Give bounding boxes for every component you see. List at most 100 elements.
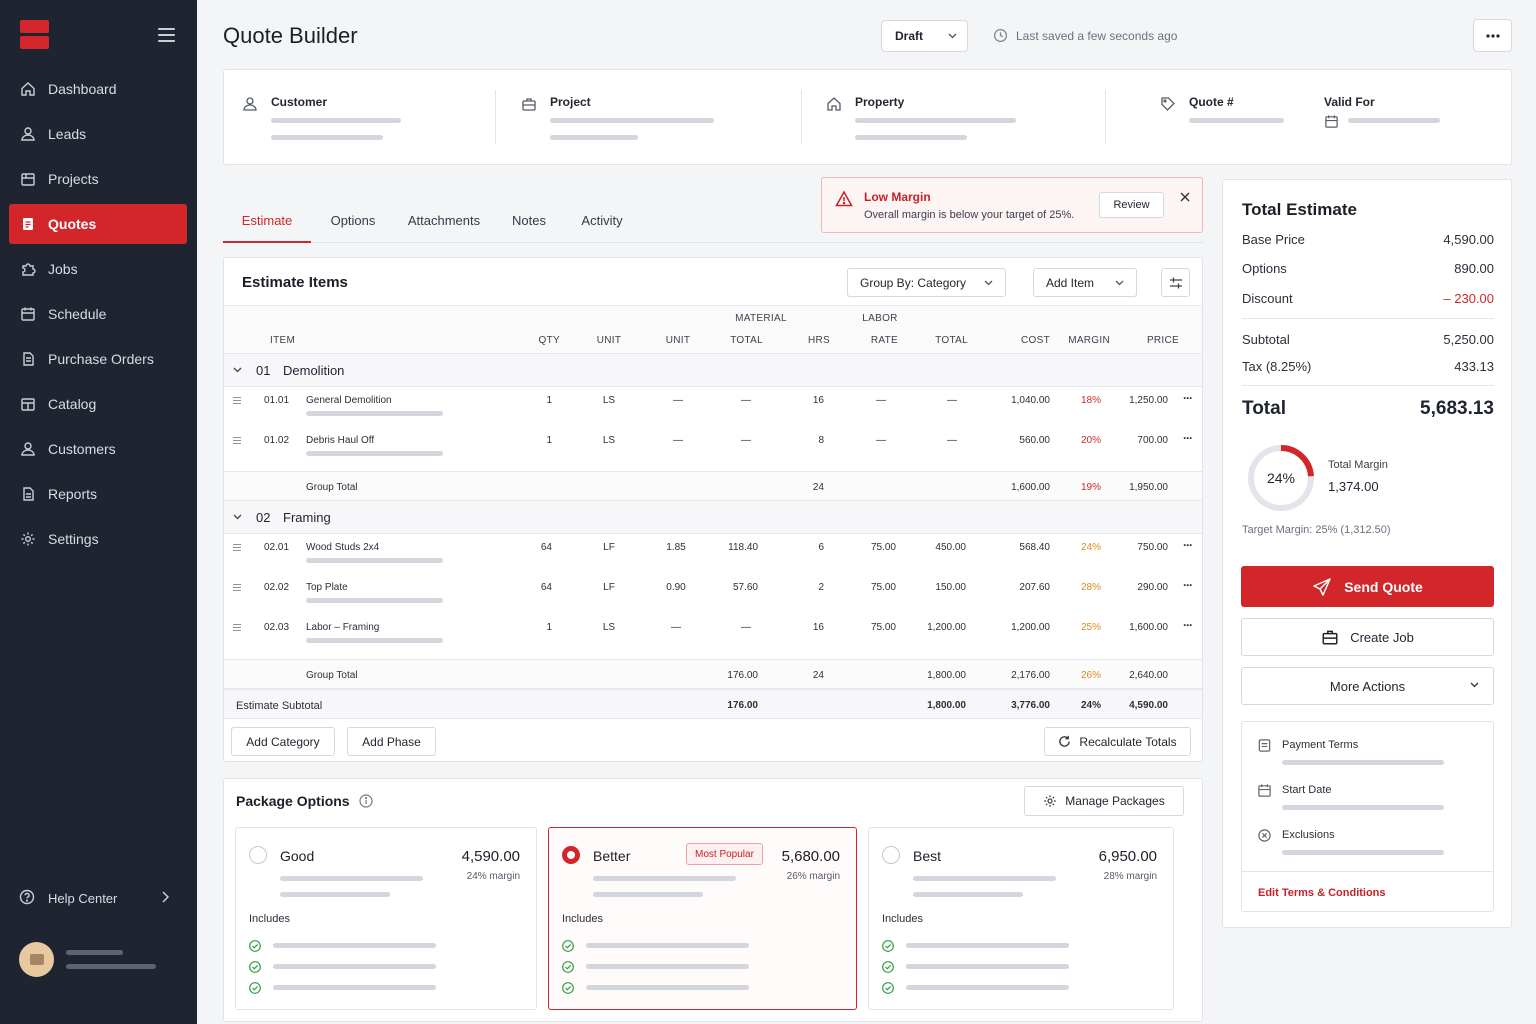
more-actions-button[interactable]: More Actions [1241, 667, 1494, 705]
item-margin: 18% [1080, 395, 1101, 406]
total-value: 5,683.13 [1420, 398, 1494, 419]
review-button[interactable]: Review [1099, 192, 1164, 218]
package-better[interactable]: Better Most Popular 5,680.00 26% margin … [548, 827, 857, 1010]
chevron-down-icon[interactable] [233, 514, 242, 520]
row-actions-icon[interactable]: ··· [1183, 578, 1193, 592]
item-description-placeholder [306, 638, 443, 643]
add-phase-button[interactable]: Add Phase [347, 727, 436, 756]
create-job-button[interactable]: Create Job [1241, 618, 1494, 656]
drag-handle-icon[interactable] [233, 397, 241, 406]
avatar [19, 942, 54, 977]
drag-handle-icon[interactable] [233, 437, 241, 446]
sidebar-item-dashboard[interactable]: Dashboard [9, 69, 187, 109]
row-actions-icon[interactable]: ··· [1183, 391, 1193, 405]
more-options-button[interactable] [1473, 19, 1512, 52]
row-actions-icon[interactable]: ··· [1183, 538, 1193, 552]
item-price: 1,600.00 [1129, 622, 1168, 633]
sidebar-item-projects[interactable]: Projects [9, 159, 187, 199]
check-icon [882, 940, 894, 952]
check-icon [562, 961, 574, 973]
customer-field[interactable]: Customer [242, 70, 492, 166]
sidebar-item-catalog[interactable]: Catalog [9, 384, 187, 424]
grand-total-row: Total 5,683.13 [1242, 398, 1494, 420]
quote-number-field[interactable]: Quote # [1160, 70, 1290, 166]
item-material-unit: — [671, 622, 681, 633]
item-code: 01.02 [264, 435, 290, 446]
menu-icon[interactable] [158, 28, 175, 42]
includes-label: Includes [249, 913, 290, 925]
row-actions-icon[interactable]: ··· [1183, 431, 1193, 445]
item-labor-total: 450.00 [935, 542, 966, 553]
sidebar-item-reports[interactable]: Reports [9, 474, 187, 514]
sidebar-item-purchase-orders[interactable]: Purchase Orders [9, 339, 187, 379]
include-item-placeholder [906, 964, 1069, 969]
start-date-placeholder [1282, 805, 1444, 810]
edit-terms-link[interactable]: Edit Terms & Conditions [1258, 887, 1386, 899]
group-row-demolition[interactable]: 01 Demolition [224, 354, 1202, 387]
package-best[interactable]: Best 6,950.00 28% margin Includes [868, 827, 1174, 1010]
sidebar-item-settings[interactable]: Settings [9, 519, 187, 559]
help-center-link[interactable]: Help Center [9, 880, 187, 916]
sidebar-item-leads[interactable]: Leads [9, 114, 187, 154]
payment-terms-placeholder [1282, 760, 1444, 765]
check-icon [249, 982, 261, 994]
recalculate-totals-button[interactable]: Recalculate Totals [1044, 727, 1191, 756]
ellipsis-icon [1485, 33, 1500, 38]
add-category-button[interactable]: Add Category [231, 727, 335, 756]
manage-packages-button[interactable]: Manage Packages [1024, 786, 1184, 816]
valid-for-field[interactable]: Valid For [1324, 70, 1474, 166]
radio-button[interactable] [882, 846, 900, 864]
discount-label: Discount [1242, 291, 1293, 306]
add-item-button[interactable]: Add Item [1033, 268, 1137, 297]
tab-options[interactable]: Options [330, 213, 376, 228]
col-cost: COST [1021, 335, 1050, 346]
row-actions-icon[interactable]: ··· [1183, 618, 1193, 632]
column-settings-button[interactable] [1161, 268, 1190, 297]
radio-button-selected[interactable] [562, 846, 580, 864]
group-by-select[interactable]: Group By: Category [847, 268, 1006, 297]
drag-handle-icon[interactable] [233, 584, 241, 593]
exclusions-label: Exclusions [1282, 829, 1335, 841]
item-labor-total: 1,200.00 [927, 622, 966, 633]
item-name: General Demolition [306, 395, 392, 406]
group-row-framing[interactable]: 02 Framing [224, 501, 1202, 534]
user-profile[interactable] [19, 942, 179, 978]
info-icon[interactable] [359, 794, 374, 808]
users-icon [19, 440, 37, 458]
package-name: Good [280, 848, 315, 864]
tab-notes[interactable]: Notes [512, 213, 546, 228]
tab-attachments[interactable]: Attachments [407, 213, 481, 228]
project-field[interactable]: Project [521, 70, 781, 166]
chevron-down-icon[interactable] [233, 367, 242, 373]
quote-tabs: Estimate Options Attachments Notes Activ… [223, 205, 1203, 243]
package-good[interactable]: Good 4,590.00 24% margin Includes [235, 827, 537, 1010]
send-quote-button[interactable]: Send Quote [1241, 566, 1494, 607]
item-price: 290.00 [1137, 582, 1168, 593]
sidebar-item-jobs[interactable]: Jobs [9, 249, 187, 289]
col-item: ITEM [270, 335, 296, 346]
drag-handle-icon[interactable] [233, 624, 241, 633]
include-item-placeholder [906, 985, 1069, 990]
item-price: 700.00 [1137, 435, 1168, 446]
alert-title: Low Margin [864, 190, 931, 204]
package-description-placeholder [280, 876, 423, 881]
item-margin: 20% [1080, 435, 1101, 446]
status-select[interactable]: Draft [881, 20, 968, 52]
group-number: 02 [256, 510, 271, 525]
sidebar-item-schedule[interactable]: Schedule [9, 294, 187, 334]
tab-activity[interactable]: Activity [581, 213, 623, 228]
tab-estimate[interactable]: Estimate [223, 205, 311, 243]
group-total-row: Group Total 24 1,600.00 19% 1,950.00 [224, 471, 1202, 501]
property-field[interactable]: Property [826, 70, 1096, 166]
item-unit: LS [602, 622, 616, 633]
send-quote-label: Send Quote [1344, 578, 1423, 595]
sidebar-item-customers[interactable]: Customers [9, 429, 187, 469]
document-icon [19, 215, 37, 233]
sidebar-item-quotes[interactable]: Quotes [9, 204, 187, 244]
document-icon [1257, 738, 1272, 753]
donut-arc [1248, 445, 1314, 511]
close-icon[interactable] [1178, 190, 1192, 204]
radio-button[interactable] [249, 846, 267, 864]
customer-label: Customer [271, 95, 328, 109]
drag-handle-icon[interactable] [233, 544, 241, 553]
